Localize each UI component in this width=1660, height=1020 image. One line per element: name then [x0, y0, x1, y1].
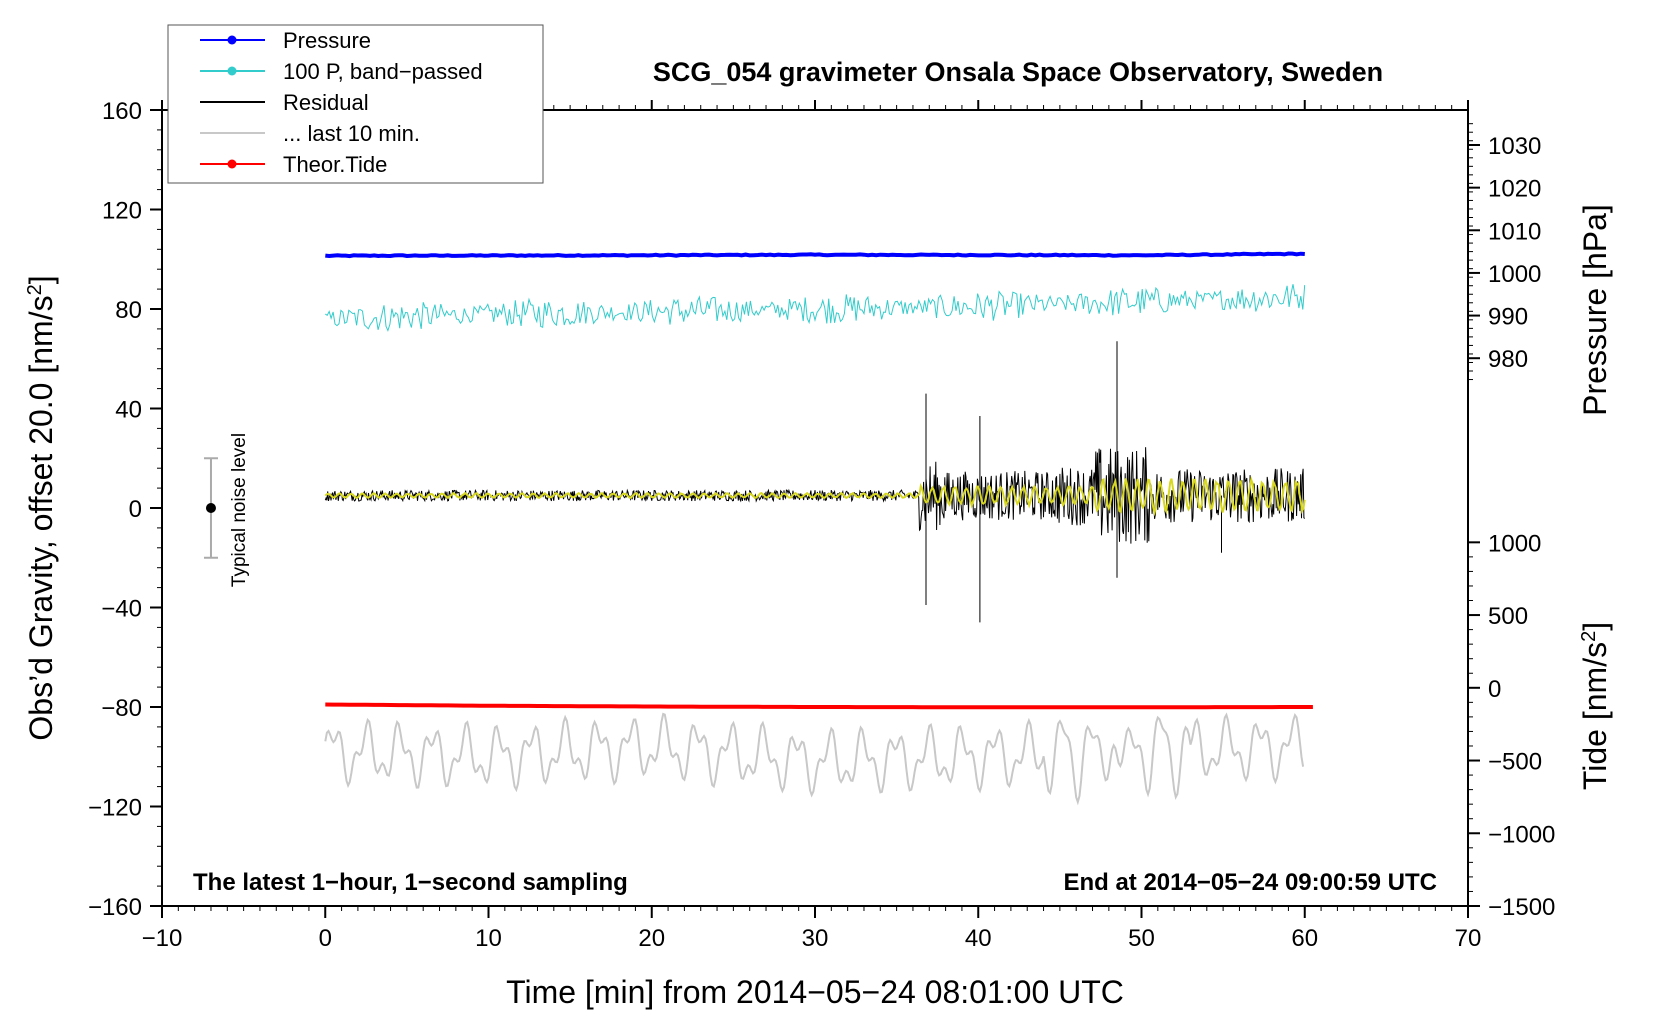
x-tick-label: 30 — [802, 925, 829, 952]
noise-marker — [203, 457, 218, 559]
y-tick-label: −120 — [88, 795, 142, 822]
y-tick-label: 0 — [129, 496, 142, 523]
series-last10-line — [324, 712, 1305, 806]
legend-marker — [227, 35, 237, 45]
footnote-left: The latest 1−hour, 1−second sampling — [193, 869, 628, 896]
y-axis-tide: −1500 −1000 −500 0 500 1000 — [1468, 530, 1555, 921]
legend-label: Pressure — [283, 28, 371, 53]
y-tick-label: 80 — [115, 297, 142, 324]
legend-label: ... last 10 min. — [283, 121, 420, 146]
y-tick-label: −80 — [101, 695, 142, 722]
pressure-tick-label: 1030 — [1488, 133, 1541, 160]
x-tick-label: 70 — [1455, 925, 1482, 952]
legend-box — [167, 24, 544, 184]
series-pressure-line — [325, 251, 1305, 259]
tide-tick-label: −1000 — [1488, 821, 1555, 848]
y-tick-label: 120 — [102, 198, 142, 225]
noise-center-dot — [205, 503, 216, 513]
y-tick-label: −40 — [101, 596, 142, 623]
x-axis-label: Time [min] from 2014−05−24 08:01:00 UTC — [506, 974, 1124, 1010]
series-filtered-overlay — [324, 475, 1306, 517]
x-tick-label: 10 — [475, 925, 502, 952]
y-axis-label-pressure: Pressure [hPa] — [1577, 204, 1613, 416]
legend-marker — [227, 159, 237, 169]
pressure-tick-label: 1020 — [1488, 176, 1541, 203]
chart-title: SCG_054 gravimeter Onsala Space Observat… — [653, 57, 1383, 87]
y-tick-label: 160 — [102, 98, 142, 125]
x-axis: −10 0 10 20 30 40 50 60 70 — [142, 100, 1482, 952]
y-axis-label-main-sup: 2 — [24, 284, 46, 295]
tide-tick-label: 0 — [1488, 676, 1501, 703]
y-tick-label: 40 — [115, 397, 142, 424]
x-tick-label: −10 — [142, 925, 183, 952]
footnote-right: End at 2014−05−24 09:00:59 UTC — [1063, 869, 1437, 896]
legend-label: 100 P, band−passed — [283, 59, 483, 84]
legend-marker — [227, 66, 237, 76]
tide-tick-label: −1500 — [1488, 894, 1555, 921]
series-layer — [324, 251, 1313, 806]
y-axis-label-main: Obs’d Gravity, offset 20.0 [nm/s2] — [23, 275, 59, 740]
x-tick-label: 50 — [1128, 925, 1155, 952]
tide-tick-label: −500 — [1488, 749, 1542, 776]
x-tick-label: 40 — [965, 925, 992, 952]
pressure-tick-label: 990 — [1488, 304, 1528, 331]
noise-label: Typical noise level — [229, 433, 250, 587]
series-residual-line — [324, 341, 1306, 623]
y-axis-label-tide: Tide [nm/s2] — [1577, 622, 1613, 790]
y-axis-left: −160 −120 −80 −40 0 40 80 120 160 — [88, 98, 162, 921]
legend-label: Theor.Tide — [283, 152, 387, 177]
x-tick-label: 0 — [319, 925, 332, 952]
tide-tick-label: 500 — [1488, 603, 1528, 630]
y-tick-label: −160 — [88, 894, 142, 921]
legend: Pressure 100 P, band−passed Residual ... la… — [200, 28, 483, 177]
series-bandpassed-line — [325, 284, 1306, 332]
pressure-tick-label: 980 — [1488, 346, 1528, 373]
y-axis-label-tide-sup: 2 — [1578, 631, 1600, 642]
pressure-tick-label: 1010 — [1488, 218, 1541, 245]
tide-tick-label: 1000 — [1488, 530, 1541, 557]
pressure-tick-label: 1000 — [1488, 261, 1541, 288]
y-axis-pressure: 980 990 1000 1010 1020 1030 — [1468, 123, 1541, 381]
x-tick-label: 60 — [1291, 925, 1318, 952]
series-tide-line — [325, 702, 1313, 710]
legend-label: Residual — [283, 90, 369, 115]
x-tick-label: 20 — [638, 925, 665, 952]
